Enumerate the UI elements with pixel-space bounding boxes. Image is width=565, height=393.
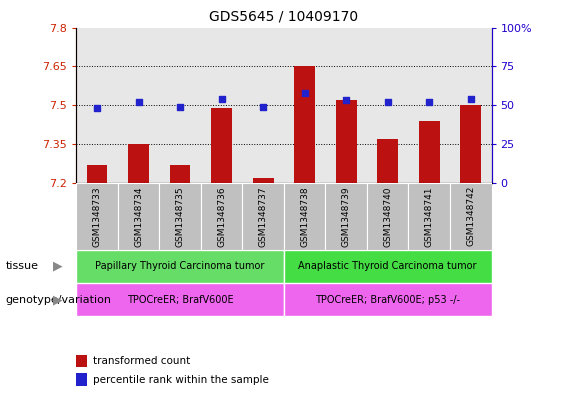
- Bar: [118, 183, 159, 250]
- Text: GSM1348736: GSM1348736: [217, 186, 226, 247]
- Point: [134, 99, 143, 105]
- Bar: [408, 183, 450, 250]
- Bar: [377, 139, 398, 183]
- Bar: [253, 178, 273, 183]
- Text: GSM1348737: GSM1348737: [259, 186, 268, 247]
- Text: transformed count: transformed count: [93, 356, 190, 366]
- Bar: [450, 183, 492, 250]
- Bar: [86, 165, 107, 183]
- Text: Anaplastic Thyroid Carcinoma tumor: Anaplastic Thyroid Carcinoma tumor: [298, 261, 477, 271]
- Bar: [76, 283, 284, 316]
- Point: [93, 105, 102, 111]
- Bar: [118, 28, 159, 183]
- Bar: [450, 28, 492, 183]
- Point: [176, 103, 185, 110]
- Bar: [76, 183, 118, 250]
- Bar: [460, 105, 481, 183]
- Bar: [76, 28, 118, 183]
- Bar: [201, 28, 242, 183]
- Bar: [284, 250, 492, 283]
- Point: [217, 96, 226, 102]
- Bar: [325, 28, 367, 183]
- Text: GSM1348734: GSM1348734: [134, 186, 143, 246]
- Text: GSM1348733: GSM1348733: [93, 186, 102, 247]
- Text: percentile rank within the sample: percentile rank within the sample: [93, 375, 269, 385]
- Text: ▶: ▶: [53, 260, 62, 273]
- Text: GSM1348742: GSM1348742: [466, 186, 475, 246]
- Bar: [159, 183, 201, 250]
- Bar: [325, 183, 367, 250]
- Bar: [128, 144, 149, 183]
- Bar: [294, 66, 315, 183]
- Text: GSM1348739: GSM1348739: [342, 186, 351, 247]
- Bar: [367, 28, 408, 183]
- Bar: [76, 250, 284, 283]
- Point: [383, 99, 392, 105]
- Point: [425, 99, 434, 105]
- Text: TPOCreER; BrafV600E: TPOCreER; BrafV600E: [127, 295, 233, 305]
- Point: [466, 96, 475, 102]
- Text: GSM1348738: GSM1348738: [300, 186, 309, 247]
- Point: [342, 97, 351, 104]
- Bar: [284, 283, 492, 316]
- Bar: [242, 183, 284, 250]
- Text: GSM1348735: GSM1348735: [176, 186, 185, 247]
- Bar: [170, 165, 190, 183]
- Bar: [284, 28, 325, 183]
- Text: genotype/variation: genotype/variation: [6, 295, 112, 305]
- Text: GSM1348741: GSM1348741: [425, 186, 434, 246]
- Bar: [408, 28, 450, 183]
- Point: [300, 90, 309, 96]
- Bar: [336, 100, 357, 183]
- Bar: [211, 108, 232, 183]
- Text: Papillary Thyroid Carcinoma tumor: Papillary Thyroid Carcinoma tumor: [95, 261, 265, 271]
- Bar: [76, 373, 86, 386]
- Text: TPOCreER; BrafV600E; p53 -/-: TPOCreER; BrafV600E; p53 -/-: [315, 295, 460, 305]
- Bar: [201, 183, 242, 250]
- Bar: [159, 28, 201, 183]
- Title: GDS5645 / 10409170: GDS5645 / 10409170: [210, 9, 358, 24]
- Bar: [367, 183, 408, 250]
- Text: ▶: ▶: [53, 293, 62, 306]
- Bar: [242, 28, 284, 183]
- Text: GSM1348740: GSM1348740: [383, 186, 392, 246]
- Bar: [419, 121, 440, 183]
- Point: [259, 103, 268, 110]
- Text: tissue: tissue: [6, 261, 38, 271]
- Bar: [284, 183, 325, 250]
- Bar: [76, 355, 86, 367]
